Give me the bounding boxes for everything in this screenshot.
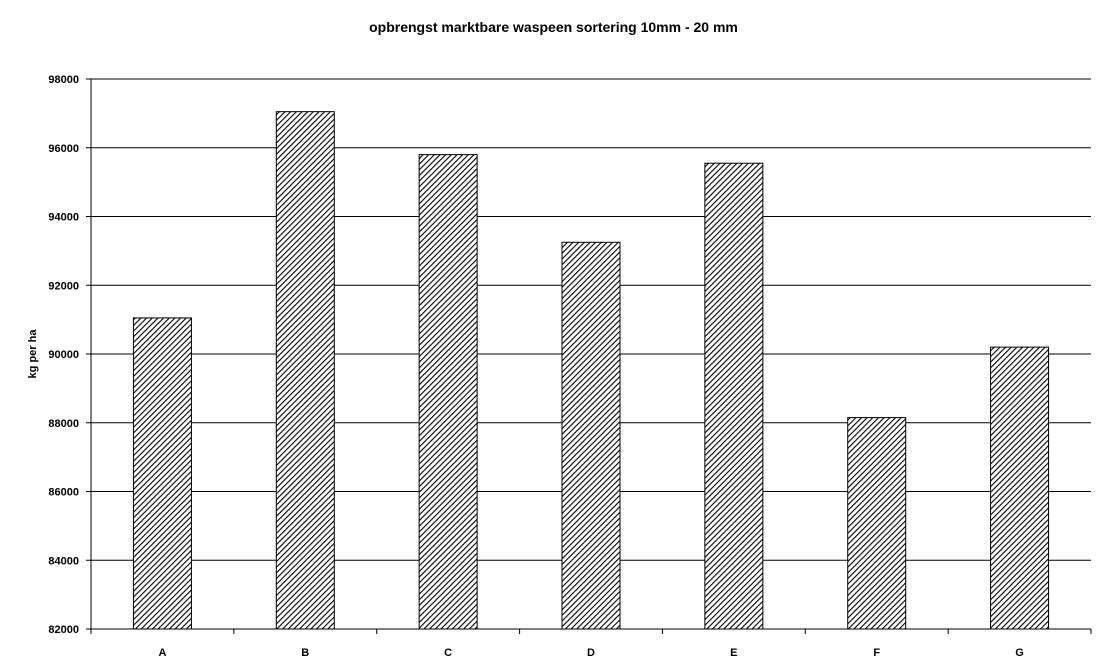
bar-D [561,241,621,630]
bar-B [275,111,335,630]
bar-E [704,162,764,630]
y-tick-label: 88000 [48,418,79,430]
x-tick-label: C [444,647,452,658]
bar-C [418,154,478,630]
y-tick-label: 86000 [48,487,79,499]
x-tick-label: F [873,647,880,658]
x-tick-label: A [158,647,166,658]
y-tick-label: 82000 [48,624,79,636]
chart-title: opbrengst marktbare waspeen sortering 10… [369,19,738,35]
bar-A [132,317,192,630]
y-tick-label: 98000 [48,74,79,86]
bars [132,111,1050,630]
x-tick-label: B [301,647,309,658]
y-tick-label: 90000 [48,349,79,361]
y-tick-label: 94000 [48,212,79,224]
x-tick-label: G [1015,647,1024,658]
x-tick-label: E [730,647,737,658]
y-tick-label: 84000 [48,555,79,567]
bar-G [990,346,1050,630]
y-tick-label: 96000 [48,143,79,155]
bar-F [847,417,907,630]
y-tick-labels: 82000 84000 86000 88000 90000 92000 94000 96000… [48,74,79,636]
axes [86,78,1092,634]
y-axis-label: kg per ha [27,329,39,379]
x-tick-labels: A B C D E F G [158,647,1023,658]
x-tick-label: D [587,647,595,658]
y-tick-label: 92000 [48,280,79,292]
